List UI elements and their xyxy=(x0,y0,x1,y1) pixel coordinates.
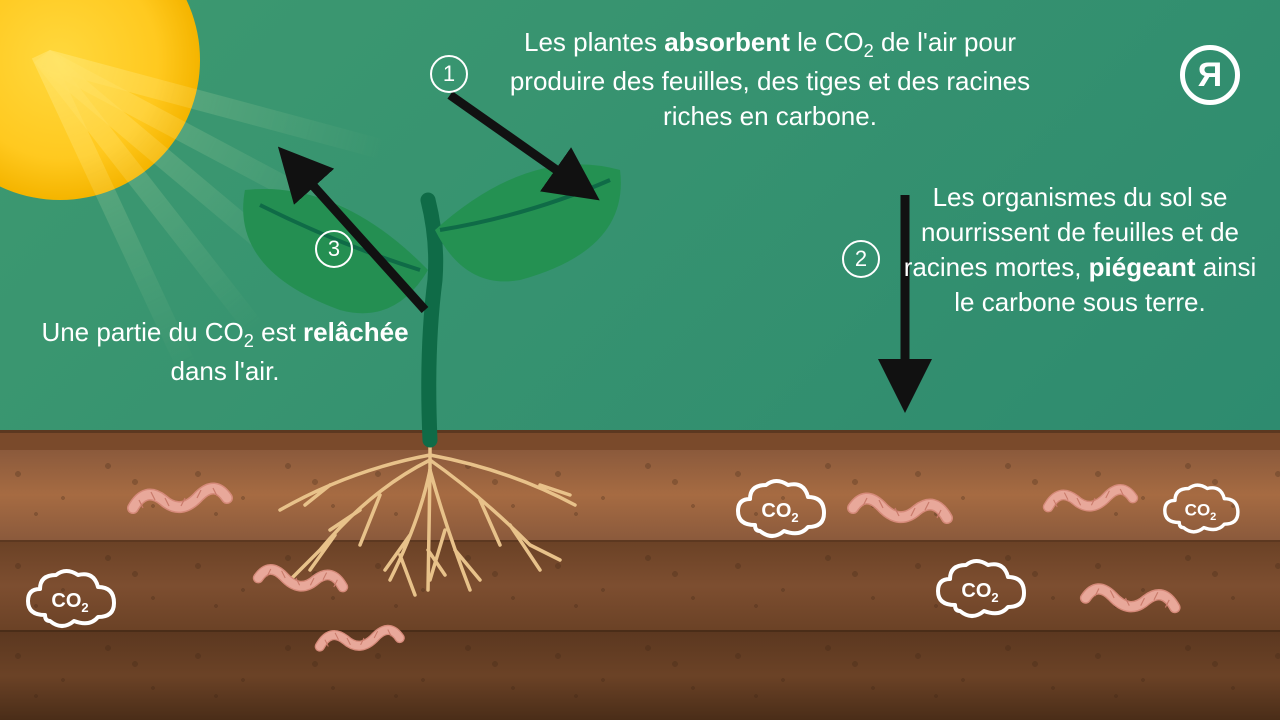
worm-6 xyxy=(1078,579,1183,627)
worm-5 xyxy=(1041,480,1140,526)
step-2-text: Les organismes du sol se nourrissent de … xyxy=(895,180,1265,320)
brand-logo: Я xyxy=(1180,45,1240,105)
step-2-circle: 2 xyxy=(842,240,880,278)
co2-cloud-3: CO2 xyxy=(930,555,1030,630)
step-1-text: Les plantes absorbent le CO2 de l'air po… xyxy=(490,25,1050,134)
step-3-text: Une partie du CO2 est relâchée dans l'ai… xyxy=(15,315,435,389)
step-1-circle: 1 xyxy=(430,55,468,93)
svg-text:CO2: CO2 xyxy=(51,590,88,615)
leaf-right xyxy=(435,164,621,281)
svg-text:CO2: CO2 xyxy=(961,580,998,605)
worm-4 xyxy=(845,488,955,538)
co2-cloud-2: CO2 xyxy=(730,475,830,550)
ground xyxy=(0,430,1280,720)
worm-2 xyxy=(251,560,350,606)
co2-cloud-4: CO2 xyxy=(1158,480,1243,545)
soil-layer-top xyxy=(0,430,1280,450)
soil-layer-3 xyxy=(0,630,1280,720)
svg-text:CO2: CO2 xyxy=(761,500,798,525)
svg-text:CO2: CO2 xyxy=(1184,501,1216,523)
co2-cloud-1: CO2 xyxy=(20,565,120,640)
worm-1 xyxy=(125,478,235,528)
worm-3 xyxy=(313,621,407,664)
step-3-circle: 3 xyxy=(315,230,353,268)
